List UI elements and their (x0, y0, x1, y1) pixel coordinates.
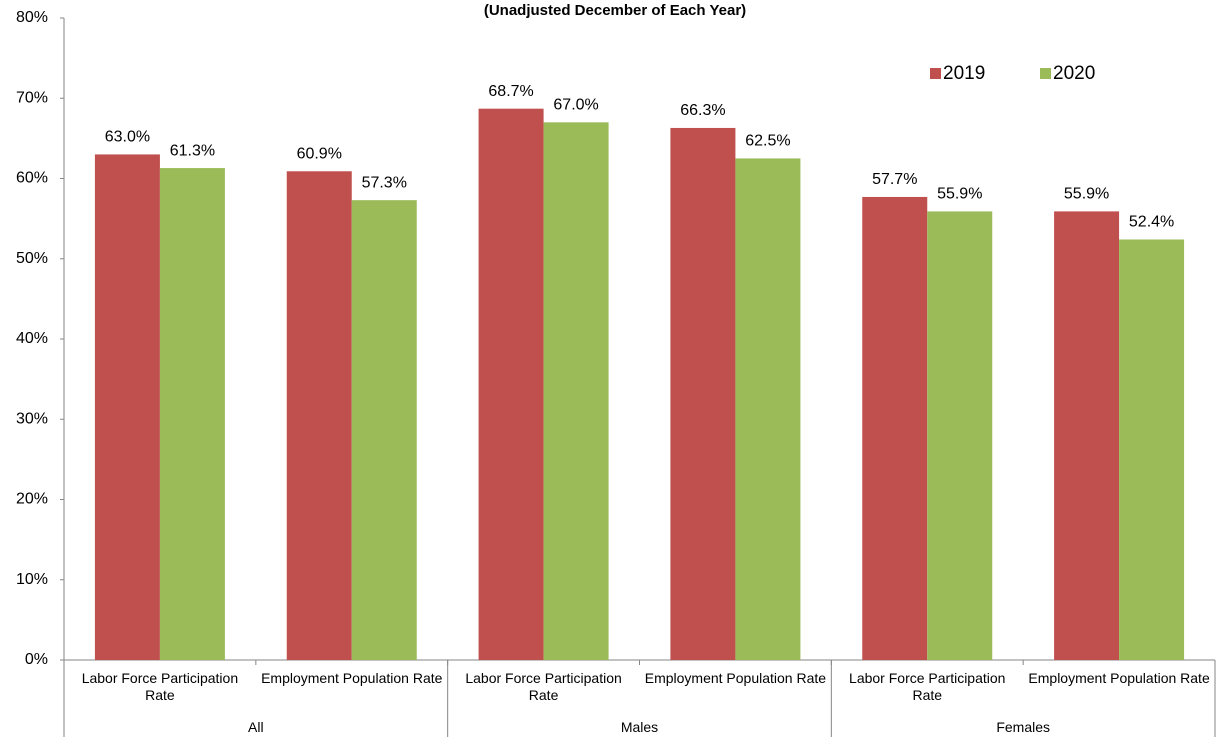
data-label: 55.9% (1064, 186, 1109, 203)
bar (927, 211, 993, 660)
legend-label: 2020 (1053, 63, 1095, 84)
legend-swatch (1040, 68, 1051, 79)
x-tick-label: Labor Force Participation Rate (465, 670, 622, 703)
data-label: 63.0% (105, 129, 150, 146)
y-tick-label: 40% (16, 330, 48, 347)
bar (862, 196, 928, 660)
group-label: Males (620, 719, 659, 735)
data-label: 55.9% (937, 186, 982, 203)
data-label: 62.5% (745, 133, 790, 150)
data-label: 52.4% (1129, 214, 1174, 231)
bar (670, 127, 736, 660)
y-tick-label: 70% (16, 89, 48, 106)
x-tick-label: Labor Force Participation Rate (849, 670, 1006, 703)
y-tick-label: 10% (16, 571, 48, 588)
x-tick-label: Labor Force Participation Rate (81, 670, 239, 703)
x-tick-label: Employment Population Rate (261, 670, 443, 686)
group-label: Females (996, 719, 1050, 735)
y-tick-label: 20% (16, 491, 48, 508)
data-label: 57.7% (872, 171, 917, 188)
y-tick-label: 80% (16, 9, 48, 26)
data-label: 67.0% (553, 97, 598, 114)
bar (351, 200, 417, 661)
data-label: 60.9% (297, 145, 342, 162)
x-tick-label: Employment Population Rate (1028, 670, 1210, 686)
y-tick-label: 60% (16, 170, 48, 187)
y-tick-label: 0% (25, 651, 48, 668)
chart-title: (Unadjusted December of Each Year) (484, 2, 746, 19)
data-label: 68.7% (488, 83, 533, 100)
bar (1119, 239, 1185, 661)
data-label: 61.3% (170, 142, 215, 159)
data-label: 66.3% (680, 102, 725, 119)
bar (735, 158, 801, 660)
bar (159, 168, 225, 660)
bar (94, 154, 160, 661)
bar (1054, 211, 1120, 660)
legend-label: 2019 (943, 63, 985, 84)
data-label: 57.3% (362, 174, 407, 191)
y-tick-label: 30% (16, 410, 48, 427)
bar (478, 108, 544, 661)
legend-swatch (930, 68, 941, 79)
x-tick-label: Employment Population Rate (644, 670, 827, 686)
y-tick-label: 50% (16, 250, 48, 267)
group-label: All (248, 719, 264, 735)
bar (286, 171, 352, 660)
bar (543, 122, 609, 660)
